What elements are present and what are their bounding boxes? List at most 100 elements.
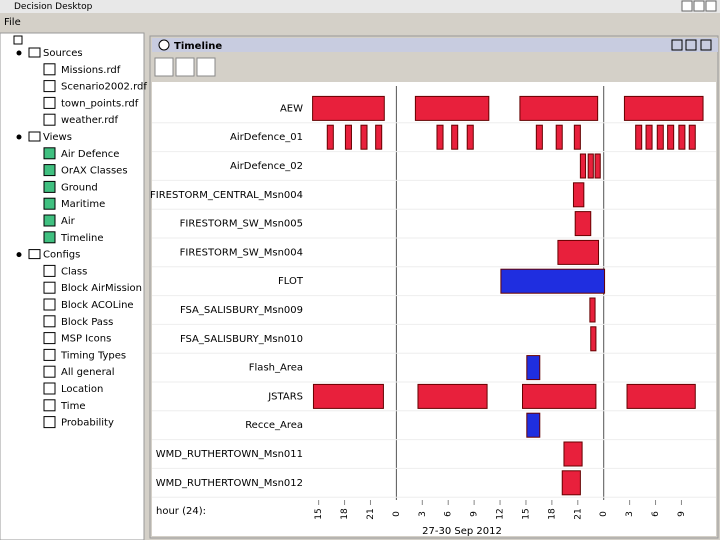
tree-item[interactable]: Timing Types <box>60 350 126 361</box>
timeline-bar[interactable] <box>635 124 643 150</box>
tree-item[interactable]: Probability <box>61 418 114 429</box>
timeline-bar[interactable] <box>500 268 606 294</box>
timeline-bar[interactable] <box>594 153 601 179</box>
timeline-bar[interactable] <box>667 124 675 150</box>
timeline-bar[interactable] <box>526 412 541 438</box>
timeline-bar[interactable] <box>572 182 585 208</box>
row-label: FIRESTORM_SW_Msn004 <box>180 247 303 258</box>
timeline-bar[interactable] <box>645 124 653 150</box>
tree-item[interactable]: Scenario2002.rdf <box>61 82 147 93</box>
timeline-bar[interactable] <box>574 211 592 237</box>
tree-item[interactable]: Block ACOLine <box>61 300 134 311</box>
timeline-bar[interactable] <box>590 326 597 352</box>
timeline-bar[interactable] <box>519 95 599 121</box>
timeline-bar[interactable] <box>563 441 583 467</box>
panel-title: Timeline <box>174 41 222 52</box>
timeline-bar[interactable] <box>589 297 596 323</box>
frame-title-bar <box>152 38 718 52</box>
tree-group[interactable]: Configs <box>43 250 80 261</box>
timeline-bar[interactable] <box>623 95 704 121</box>
item-icon <box>43 113 56 126</box>
tree-group[interactable]: Sources <box>43 48 83 59</box>
item-icon <box>43 348 56 361</box>
tree-item[interactable]: weather.rdf <box>61 115 119 126</box>
timeline-bar[interactable] <box>344 124 352 150</box>
item-icon <box>43 96 56 109</box>
timeline-bar[interactable] <box>451 124 459 150</box>
x-axis-label: hour (24): <box>156 506 206 517</box>
x-tick-label: 21 <box>366 508 376 519</box>
tree-toggle[interactable] <box>16 50 22 56</box>
tree-item[interactable]: Timeline <box>60 233 104 244</box>
row-label: Flash_Area <box>249 363 303 374</box>
float-button[interactable] <box>671 39 683 51</box>
item-icon <box>43 147 56 160</box>
timeline-bar[interactable] <box>678 124 686 150</box>
folder-icon <box>28 47 41 58</box>
item-icon <box>43 214 56 227</box>
restore-button[interactable] <box>685 39 697 51</box>
tree-item[interactable]: All general <box>61 367 115 378</box>
timeline-bar[interactable] <box>535 124 543 150</box>
tree-item[interactable]: Ground <box>61 182 98 193</box>
frame-close-button[interactable] <box>700 39 712 51</box>
maximize-button[interactable] <box>693 0 705 12</box>
menu-file[interactable]: File <box>4 17 21 28</box>
tool-settings[interactable] <box>196 57 216 77</box>
timeline-bar[interactable] <box>656 124 664 150</box>
row-label: AirDefence_01 <box>230 132 303 143</box>
tree-item[interactable]: Time <box>60 401 85 412</box>
timeline-bar[interactable] <box>522 383 597 409</box>
timeline-icon <box>158 39 170 51</box>
folder-icon <box>28 131 41 142</box>
timeline-bar[interactable] <box>526 355 541 381</box>
timeline-bar[interactable] <box>587 153 594 179</box>
tree-item[interactable]: Maritime <box>61 199 105 210</box>
timeline-bar[interactable] <box>573 124 581 150</box>
timeline-bar[interactable] <box>312 95 385 121</box>
item-icon <box>43 281 56 294</box>
tree-item[interactable]: Location <box>61 384 103 395</box>
timeline-bar[interactable] <box>557 239 600 265</box>
tree-toggle[interactable] <box>16 252 22 258</box>
item-icon <box>43 164 56 177</box>
timeline-bar[interactable] <box>326 124 334 150</box>
timeline-bar[interactable] <box>561 470 581 496</box>
timeline-bar[interactable] <box>579 153 587 179</box>
row-label: WMD_RUTHERTOWN_Msn011 <box>156 449 303 460</box>
item-icon <box>43 332 56 345</box>
timeline-bar[interactable] <box>626 383 696 409</box>
tree-root-icon <box>13 35 23 45</box>
row-label: AEW <box>280 103 303 114</box>
item-icon <box>43 63 56 76</box>
timeline-bar[interactable] <box>688 124 696 150</box>
tree-group[interactable]: Views <box>43 132 72 143</box>
item-icon <box>43 80 56 93</box>
timeline-bar[interactable] <box>417 383 488 409</box>
tree-item[interactable]: Block Pass <box>61 317 113 328</box>
timeline-bar[interactable] <box>414 95 490 121</box>
minimize-button[interactable] <box>681 0 693 12</box>
close-button[interactable] <box>705 0 717 12</box>
tree-toggle[interactable] <box>16 134 22 140</box>
timeline-bar[interactable] <box>375 124 383 150</box>
x-tick-label: 18 <box>340 508 350 520</box>
timeline-bar[interactable] <box>466 124 474 150</box>
tree-item[interactable]: OrAX Classes <box>61 166 128 177</box>
tree-item[interactable]: Block AirMission <box>61 283 142 294</box>
timeline-bar[interactable] <box>436 124 444 150</box>
tree-item[interactable]: town_points.rdf <box>61 98 139 109</box>
tree-item[interactable]: Air <box>61 216 76 227</box>
tree-item[interactable]: MSP Icons <box>61 334 111 345</box>
timeline-bar[interactable] <box>360 124 368 150</box>
tree-item[interactable]: Missions.rdf <box>61 65 121 76</box>
timeline-bar[interactable] <box>312 383 384 409</box>
item-icon <box>43 382 56 395</box>
tree-item[interactable]: Air Defence <box>61 149 119 160</box>
menu-bar <box>0 14 720 32</box>
tree-item[interactable]: Class <box>61 266 87 277</box>
row-label: FSA_SALISBURY_Msn009 <box>180 305 303 316</box>
timeline-bar[interactable] <box>555 124 563 150</box>
tool-split[interactable] <box>154 57 174 77</box>
tool-zoom[interactable] <box>175 57 195 77</box>
